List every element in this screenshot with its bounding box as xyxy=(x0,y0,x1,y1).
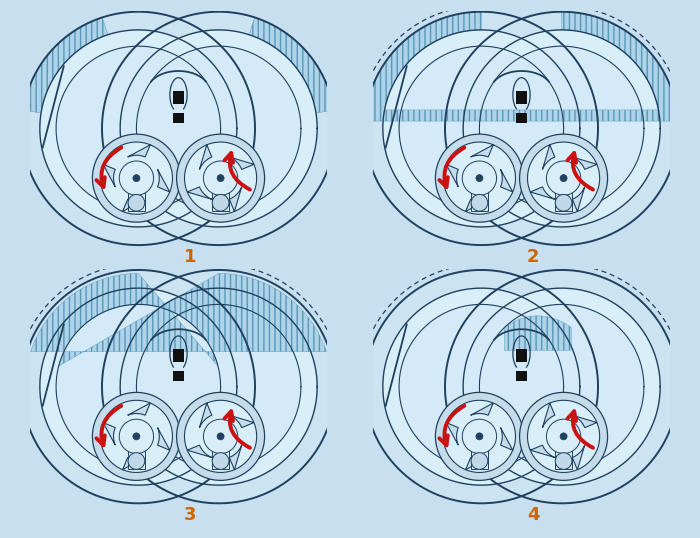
Polygon shape xyxy=(22,270,255,504)
Polygon shape xyxy=(463,288,660,485)
Polygon shape xyxy=(40,288,237,485)
Polygon shape xyxy=(120,30,317,227)
Polygon shape xyxy=(443,400,515,472)
Polygon shape xyxy=(443,142,515,214)
Polygon shape xyxy=(40,30,237,227)
Circle shape xyxy=(128,452,145,469)
Circle shape xyxy=(92,392,181,480)
Circle shape xyxy=(217,433,224,440)
Text: 1: 1 xyxy=(183,247,196,266)
Polygon shape xyxy=(445,270,678,504)
Circle shape xyxy=(547,419,581,454)
Polygon shape xyxy=(100,142,172,214)
Circle shape xyxy=(471,194,488,211)
Polygon shape xyxy=(102,12,335,245)
Bar xyxy=(173,113,184,123)
Circle shape xyxy=(204,419,238,454)
Bar xyxy=(173,371,184,381)
Polygon shape xyxy=(31,273,326,366)
Bar xyxy=(173,91,184,103)
Polygon shape xyxy=(480,46,644,211)
Polygon shape xyxy=(383,288,580,485)
Text: 2: 2 xyxy=(526,247,539,266)
Polygon shape xyxy=(504,316,571,350)
Circle shape xyxy=(462,419,496,454)
Polygon shape xyxy=(480,305,644,469)
Circle shape xyxy=(555,452,572,469)
Polygon shape xyxy=(528,400,600,472)
Text: 4: 4 xyxy=(526,506,539,524)
Polygon shape xyxy=(463,30,660,227)
Bar xyxy=(516,349,527,362)
Circle shape xyxy=(133,433,140,440)
Circle shape xyxy=(476,175,483,182)
Polygon shape xyxy=(56,46,220,211)
Polygon shape xyxy=(249,17,334,113)
Circle shape xyxy=(471,452,488,469)
Polygon shape xyxy=(555,438,572,469)
Polygon shape xyxy=(128,180,145,211)
Polygon shape xyxy=(128,438,145,469)
Polygon shape xyxy=(383,30,580,227)
Polygon shape xyxy=(120,288,317,485)
Circle shape xyxy=(128,194,145,211)
Circle shape xyxy=(119,161,153,195)
Polygon shape xyxy=(528,142,600,214)
Bar xyxy=(516,91,527,103)
Bar xyxy=(173,349,184,362)
Circle shape xyxy=(462,161,496,195)
Polygon shape xyxy=(100,400,172,472)
Polygon shape xyxy=(185,142,257,214)
Circle shape xyxy=(176,134,265,222)
Circle shape xyxy=(519,392,608,480)
Polygon shape xyxy=(22,12,255,245)
Circle shape xyxy=(547,161,581,195)
Circle shape xyxy=(119,419,153,454)
Polygon shape xyxy=(185,400,257,472)
Circle shape xyxy=(560,433,567,440)
Bar xyxy=(516,113,527,123)
Polygon shape xyxy=(445,12,678,245)
Circle shape xyxy=(92,134,181,222)
Polygon shape xyxy=(365,12,598,245)
Polygon shape xyxy=(212,438,229,469)
Circle shape xyxy=(560,175,567,182)
Circle shape xyxy=(212,194,229,211)
Polygon shape xyxy=(365,270,598,504)
Polygon shape xyxy=(471,438,488,469)
Bar xyxy=(516,371,527,381)
Polygon shape xyxy=(471,180,488,211)
Polygon shape xyxy=(555,180,572,211)
Polygon shape xyxy=(56,305,220,469)
Polygon shape xyxy=(399,46,564,211)
Polygon shape xyxy=(136,46,301,211)
Circle shape xyxy=(519,134,608,222)
Circle shape xyxy=(176,392,265,480)
Circle shape xyxy=(217,175,224,182)
Polygon shape xyxy=(365,12,678,121)
Circle shape xyxy=(435,392,524,480)
Circle shape xyxy=(212,452,229,469)
Polygon shape xyxy=(102,270,335,504)
Circle shape xyxy=(555,194,572,211)
Polygon shape xyxy=(136,305,301,469)
Circle shape xyxy=(476,433,483,440)
Text: 3: 3 xyxy=(183,506,196,524)
Polygon shape xyxy=(399,305,564,469)
Circle shape xyxy=(133,175,140,182)
Polygon shape xyxy=(212,180,229,211)
Polygon shape xyxy=(23,17,108,113)
Circle shape xyxy=(435,134,524,222)
Circle shape xyxy=(204,161,238,195)
